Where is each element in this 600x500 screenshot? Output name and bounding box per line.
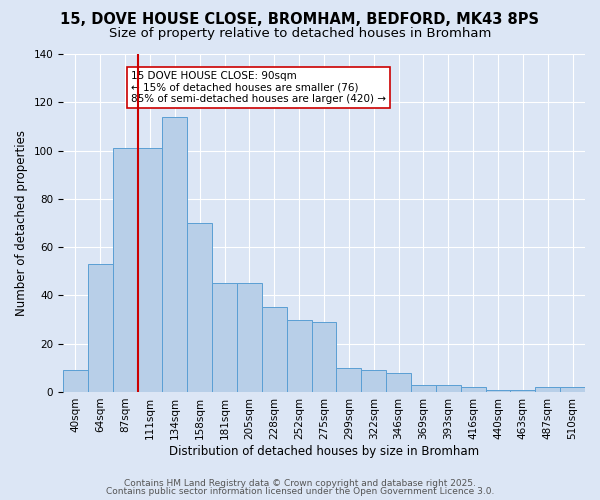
Bar	[137, 148, 163, 392]
Bar	[287, 320, 311, 392]
Bar	[461, 387, 485, 392]
Bar	[485, 390, 511, 392]
Bar	[113, 148, 137, 392]
Bar	[411, 384, 436, 392]
Bar	[436, 384, 461, 392]
Bar	[237, 284, 262, 392]
Bar	[535, 387, 560, 392]
Text: Contains HM Land Registry data © Crown copyright and database right 2025.: Contains HM Land Registry data © Crown c…	[124, 478, 476, 488]
Bar	[212, 284, 237, 392]
Bar	[361, 370, 386, 392]
Bar	[187, 223, 212, 392]
Bar	[337, 368, 361, 392]
Bar	[262, 308, 287, 392]
Bar	[311, 322, 337, 392]
Bar	[386, 372, 411, 392]
Y-axis label: Number of detached properties: Number of detached properties	[15, 130, 28, 316]
Text: 15 DOVE HOUSE CLOSE: 90sqm
← 15% of detached houses are smaller (76)
85% of semi: 15 DOVE HOUSE CLOSE: 90sqm ← 15% of deta…	[131, 71, 386, 104]
Bar	[511, 390, 535, 392]
Text: Contains public sector information licensed under the Open Government Licence 3.: Contains public sector information licen…	[106, 487, 494, 496]
Bar	[63, 370, 88, 392]
Bar	[88, 264, 113, 392]
Text: Size of property relative to detached houses in Bromham: Size of property relative to detached ho…	[109, 28, 491, 40]
Bar	[163, 117, 187, 392]
X-axis label: Distribution of detached houses by size in Bromham: Distribution of detached houses by size …	[169, 444, 479, 458]
Text: 15, DOVE HOUSE CLOSE, BROMHAM, BEDFORD, MK43 8PS: 15, DOVE HOUSE CLOSE, BROMHAM, BEDFORD, …	[61, 12, 539, 28]
Bar	[560, 387, 585, 392]
